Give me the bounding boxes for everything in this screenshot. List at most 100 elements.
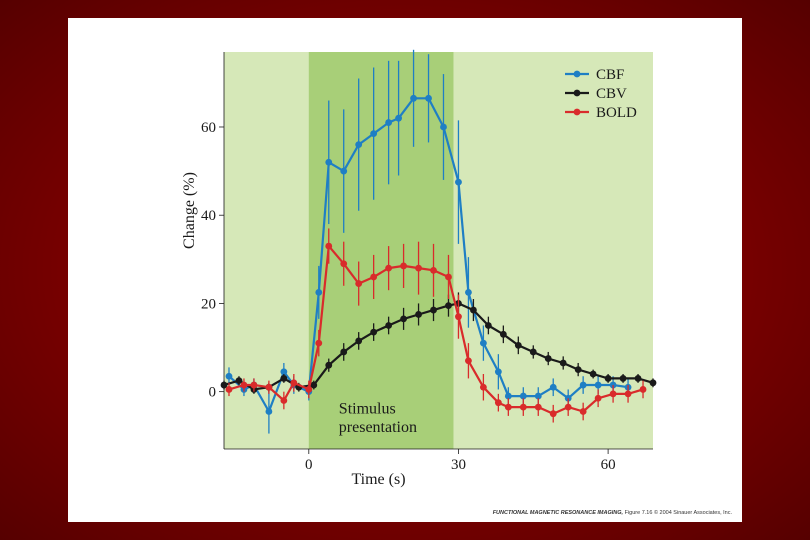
bold-point [265, 383, 273, 391]
y-tick-label: 20 [201, 296, 216, 312]
y-tick-label: 0 [209, 385, 217, 401]
bold-point [479, 383, 487, 391]
cbv-point [589, 370, 597, 378]
bold-point [290, 379, 298, 387]
cbf-point [370, 130, 378, 138]
cbv-point [430, 306, 437, 314]
cbf-point [494, 368, 502, 376]
cbv-point [499, 330, 507, 338]
legend-label: BOLD [596, 105, 637, 121]
cbf-point [325, 158, 333, 166]
bold-point [325, 242, 333, 250]
x-ticks: 0 30 60 [305, 449, 616, 473]
cbv-point [445, 302, 452, 310]
bold-point [609, 390, 617, 398]
legend-item-cbv: CBV [565, 86, 627, 102]
cbf-point [504, 392, 512, 400]
cbv-point [619, 375, 627, 382]
cbv-point [649, 379, 657, 387]
cbf-point [465, 289, 472, 296]
cbv-point [574, 366, 582, 373]
cbf-point [455, 178, 462, 186]
x-tick-label: 0 [305, 457, 313, 473]
credit-figure: Figure 7.16 [624, 510, 653, 516]
legend-swatch-marker [573, 108, 581, 116]
cbf-point [265, 408, 273, 415]
bold-point [315, 339, 323, 347]
slide-card: 0 30 60 0 20 40 60 Stimulus presentation CBF C… [68, 18, 742, 522]
bold-point [305, 386, 313, 393]
bold-point [370, 273, 378, 281]
cbv-point [559, 359, 567, 367]
cbv-point [325, 361, 333, 369]
stimulus-band [308, 52, 454, 449]
credit-title: FUNCTIONAL MAGNETIC RESONANCE IMAGING, [492, 510, 624, 516]
cbv-point [470, 306, 477, 314]
cbf-point [594, 381, 602, 389]
bold-point [400, 262, 407, 270]
legend-item-bold: BOLD [565, 105, 637, 121]
cbf-point [355, 141, 363, 149]
bold-point [455, 313, 462, 321]
bold-point [445, 273, 452, 281]
x-tick-label: 60 [601, 457, 616, 473]
figure-credit: FUNCTIONAL MAGNETIC RESONANCE IMAGING, F… [493, 510, 732, 516]
cbv-point [400, 315, 407, 323]
cbv-point [370, 328, 378, 336]
cbf-point [425, 94, 432, 102]
bold-point [494, 399, 502, 407]
bold-point [504, 403, 512, 411]
cbf-point [519, 392, 527, 400]
bold-point [250, 381, 258, 389]
legend-swatch-marker [573, 89, 581, 97]
legend-swatch-marker [573, 70, 581, 78]
bold-point [225, 386, 233, 393]
legend-label: CBV [596, 86, 627, 102]
cbv-point [634, 375, 642, 382]
cbv-point [355, 337, 363, 345]
cbf-point [549, 383, 557, 391]
cbv-point [529, 348, 537, 356]
cbv-point [280, 375, 288, 382]
x-axis-label: Time (s) [351, 471, 405, 488]
series-layer [220, 49, 657, 434]
cbf-point [225, 372, 233, 380]
cbf-point [479, 339, 487, 347]
bold-point [280, 397, 288, 404]
cbv-point [484, 322, 492, 329]
bold-point [415, 264, 422, 272]
bold-point [465, 357, 472, 365]
x-tick-label: 30 [451, 457, 466, 473]
bold-point [340, 260, 348, 268]
legend-item-cbf: CBF [565, 67, 624, 83]
y-tick-label: 60 [201, 120, 216, 136]
cbv-point [385, 322, 393, 329]
stimulus-label-line1: Stimulus [339, 401, 396, 418]
cbv-point [235, 377, 243, 385]
cbv-point [415, 311, 422, 318]
bold-point [594, 394, 602, 402]
cbf-point [534, 392, 542, 400]
series-cbv [220, 292, 657, 394]
stimulus-label-line2: presentation [339, 419, 417, 436]
bold-point [240, 381, 248, 389]
legend-label: CBF [596, 67, 624, 83]
bold-point [639, 386, 647, 393]
bold-point [564, 403, 572, 411]
cbf-point [440, 123, 447, 131]
cbf-point [280, 368, 288, 376]
cbf-point [385, 119, 393, 126]
bold-point [519, 403, 527, 411]
y-tick-label: 40 [201, 208, 216, 224]
bold-point [355, 280, 363, 287]
cbv-point [220, 381, 228, 389]
cbv-point [604, 375, 612, 382]
bold-point [385, 264, 393, 272]
cbf-point [340, 167, 348, 175]
cbv-point [310, 381, 318, 389]
legend: CBF CBV BOLD [565, 67, 637, 121]
cbv-point [544, 355, 552, 362]
cbf-point [579, 381, 587, 389]
bold-point [549, 410, 557, 418]
